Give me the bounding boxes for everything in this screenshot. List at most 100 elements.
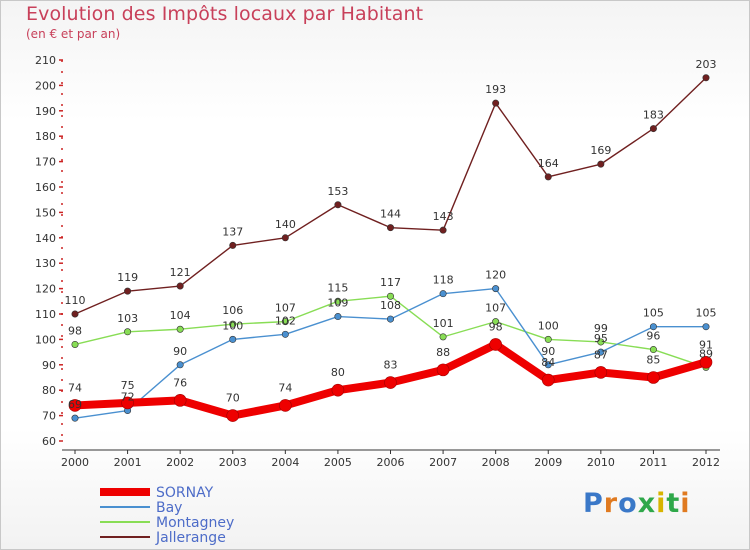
x-tick-label: 2007 — [429, 456, 457, 469]
data-label-sornay: 76 — [173, 376, 187, 389]
data-label-montagney: 103 — [117, 312, 138, 325]
legend-label-bay: Bay — [156, 500, 182, 516]
legend-label-montagney: Montagney — [156, 515, 234, 531]
y-tick-label: 160 — [35, 181, 56, 194]
data-point-jallerange — [281, 234, 289, 242]
data-point-jallerange — [439, 226, 447, 234]
data-point-bay — [386, 315, 394, 323]
x-tick-label: 2002 — [166, 456, 194, 469]
data-label-jallerange: 193 — [485, 83, 506, 96]
legend-label-sornay: SORNAY — [156, 485, 214, 501]
data-label-bay: 95 — [594, 332, 608, 345]
y-tick-label: 190 — [35, 105, 56, 118]
data-point-sornay — [699, 355, 713, 369]
y-tick-label: 120 — [35, 283, 56, 296]
y-tick-label: 70 — [42, 410, 56, 423]
data-label-jallerange: 164 — [538, 157, 559, 170]
data-label-bay: 105 — [643, 307, 664, 320]
data-point-sornay — [384, 376, 397, 389]
data-label-bay: 120 — [485, 269, 506, 282]
data-point-bay — [334, 313, 342, 321]
y-tick-label: 100 — [35, 333, 56, 346]
data-point-jallerange — [544, 173, 552, 181]
data-point-bay — [176, 361, 184, 369]
logo-letter: i — [656, 488, 667, 519]
data-point-sornay — [279, 399, 292, 412]
data-point-jallerange — [124, 287, 132, 295]
data-label-bay: 100 — [222, 319, 243, 332]
data-point-montagney — [649, 346, 657, 354]
y-tick-label: 200 — [35, 79, 56, 92]
y-tick-label: 90 — [42, 359, 56, 372]
data-point-bay — [71, 414, 79, 422]
data-label-bay: 108 — [380, 299, 401, 312]
y-tick-label: 210 — [35, 54, 56, 67]
data-label-montagney: 89 — [699, 347, 713, 360]
data-point-bay — [492, 285, 500, 293]
data-point-sornay — [68, 399, 82, 412]
data-point-jallerange — [176, 282, 184, 290]
data-point-jallerange — [597, 160, 605, 168]
data-point-jallerange — [386, 224, 394, 232]
data-label-sornay: 84 — [541, 356, 555, 369]
data-point-jallerange — [71, 310, 79, 318]
logo-letter: o — [618, 488, 638, 519]
y-tick-label: 170 — [35, 156, 56, 169]
data-point-jallerange — [334, 201, 342, 209]
logo-letter: r — [603, 488, 619, 519]
data-point-montagney — [176, 325, 184, 333]
data-point-montagney — [492, 318, 500, 326]
data-label-bay: 72 — [121, 391, 135, 404]
x-tick-label: 2006 — [377, 456, 405, 469]
x-tick-label: 2005 — [324, 456, 352, 469]
y-tick-label: 140 — [35, 232, 56, 245]
y-tick-label: 130 — [35, 257, 56, 270]
x-tick-label: 2011 — [639, 456, 667, 469]
data-point-montagney — [124, 328, 132, 336]
logo-letter: x — [637, 488, 657, 519]
y-tick-label: 180 — [35, 130, 56, 143]
data-point-sornay — [436, 363, 450, 377]
data-point-bay — [649, 323, 657, 331]
data-point-sornay — [647, 371, 660, 384]
data-label-jallerange: 121 — [170, 266, 191, 279]
data-label-montagney: 117 — [380, 276, 401, 289]
data-point-sornay — [226, 409, 240, 422]
data-label-jallerange: 203 — [696, 58, 717, 71]
data-label-bay: 102 — [275, 314, 296, 327]
series-group — [68, 74, 713, 422]
data-label-jallerange: 137 — [222, 225, 243, 238]
data-label-jallerange: 140 — [275, 218, 296, 231]
data-label-montagney: 107 — [275, 302, 296, 315]
data-point-montagney — [544, 335, 552, 343]
data-label-bay: 90 — [541, 345, 555, 358]
data-label-jallerange: 119 — [117, 271, 138, 284]
axes: 60 70 80 90 100 110 120 130 140 150 160 170 180 190 20… — [35, 54, 720, 469]
x-tick-label: 2004 — [271, 456, 299, 469]
data-label-montagney: 98 — [68, 324, 82, 337]
x-tick-label: 2012 — [692, 456, 720, 469]
data-label-jallerange: 169 — [590, 144, 611, 157]
proxiti-logo: Proxiti — [583, 488, 691, 519]
chart-subtitle: (en € et par an) — [26, 27, 121, 41]
data-point-bay — [544, 361, 552, 369]
data-label-sornay: 80 — [331, 366, 345, 379]
data-label-montagney: 106 — [222, 304, 243, 317]
data-point-montagney — [71, 340, 79, 348]
data-label-jallerange: 110 — [65, 294, 86, 307]
data-label-jallerange: 144 — [380, 208, 401, 221]
data-point-bay — [281, 330, 289, 338]
data-label-sornay: 87 — [594, 348, 608, 361]
data-label-bay: 90 — [173, 345, 187, 358]
data-label-sornay: 83 — [384, 359, 398, 372]
x-tick-label: 2010 — [587, 456, 615, 469]
data-label-montagney: 101 — [433, 317, 454, 330]
data-label-montagney: 107 — [485, 302, 506, 315]
data-point-montagney — [597, 338, 605, 346]
data-label-bay: 105 — [696, 307, 717, 320]
data-point-bay — [597, 348, 605, 356]
x-tick-label: 2000 — [61, 456, 89, 469]
data-label-bay: 118 — [433, 274, 454, 287]
